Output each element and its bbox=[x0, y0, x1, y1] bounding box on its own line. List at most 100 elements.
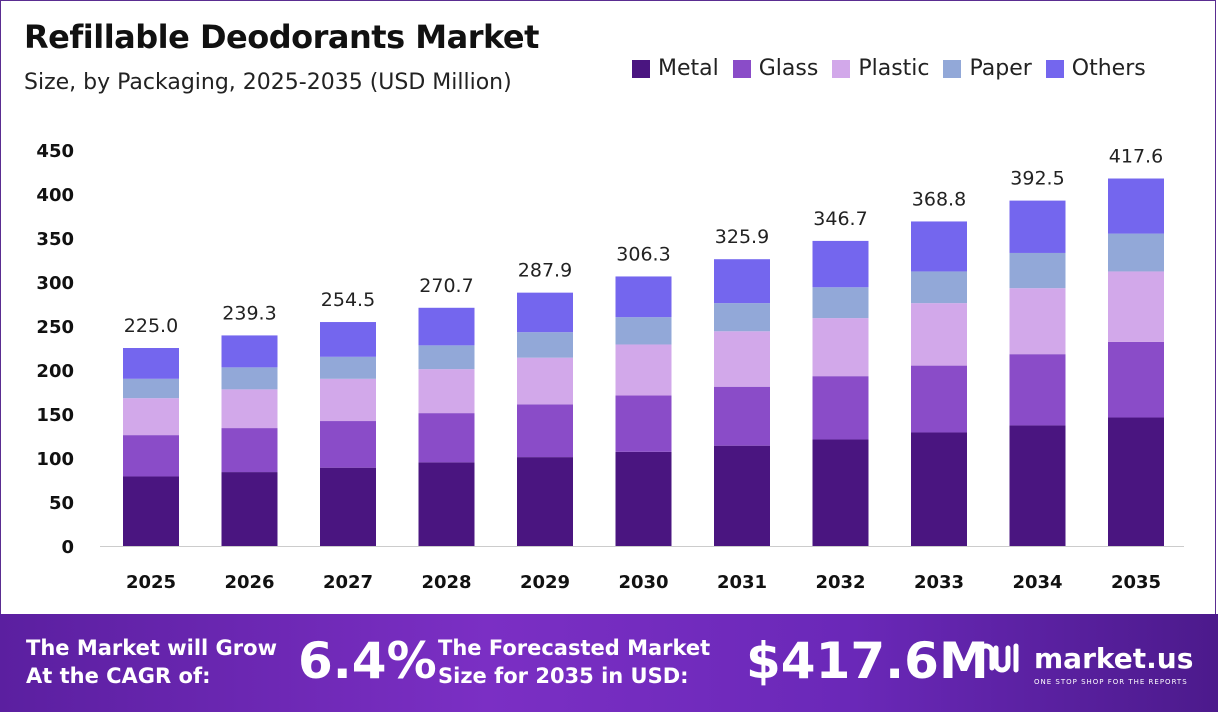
cagr-text: The Market will Grow At the CAGR of: bbox=[26, 636, 277, 688]
bar-segment-glass bbox=[615, 395, 672, 452]
bar-segment-plastic bbox=[615, 344, 672, 396]
x-tick-label: 2033 bbox=[914, 572, 964, 593]
x-tick-label: 2025 bbox=[126, 572, 176, 593]
bar-segment-others bbox=[221, 335, 278, 368]
legend-label-plastic: Plastic bbox=[858, 56, 930, 81]
bar-segment-plastic bbox=[812, 318, 869, 377]
chart-title: Refillable Deodorants Market bbox=[24, 18, 539, 56]
bar-segment-glass bbox=[517, 404, 573, 458]
bar-segment-glass bbox=[418, 413, 475, 463]
brand-name: market.us bbox=[1034, 641, 1194, 675]
bar-total-label: 417.6 bbox=[1109, 146, 1163, 168]
bar-segment-glass bbox=[1108, 341, 1164, 418]
bar-segment-glass bbox=[1009, 354, 1066, 426]
chart-subtitle: Size, by Packaging, 2025-2035 (USD Milli… bbox=[24, 70, 512, 95]
bar-segment-others bbox=[714, 259, 770, 304]
legend-swatch-paper bbox=[943, 59, 962, 78]
bar-segment-plastic bbox=[1009, 288, 1066, 355]
legend-label-glass: Glass bbox=[758, 56, 819, 81]
bar-segment-paper bbox=[1108, 233, 1164, 272]
bar-segment-others bbox=[911, 221, 967, 272]
bar-segment-paper bbox=[320, 356, 376, 379]
x-tick-label: 2031 bbox=[717, 572, 767, 593]
bar-total-label: 346.7 bbox=[813, 208, 867, 230]
legend-swatch-glass bbox=[732, 59, 751, 78]
y-tick-label: 450 bbox=[36, 141, 74, 162]
legend-swatch-others bbox=[1045, 59, 1064, 78]
bar-segment-metal bbox=[123, 476, 179, 546]
y-tick-label: 350 bbox=[36, 229, 74, 250]
legend: Metal Glass Plastic Paper Others bbox=[632, 56, 1146, 81]
legend-label-others: Others bbox=[1071, 56, 1146, 81]
legend-item-glass: Glass bbox=[732, 56, 819, 81]
brand-logo: market.us ONE STOP SHOP FOR THE REPORTS bbox=[976, 638, 1194, 686]
bar-segment-others bbox=[1108, 178, 1164, 234]
bar-segment-metal bbox=[812, 439, 869, 546]
y-tick-label: 400 bbox=[36, 185, 74, 206]
bar-segment-glass bbox=[320, 421, 376, 468]
market-us-logo-icon bbox=[977, 643, 1019, 673]
bar-total-label: 368.8 bbox=[912, 188, 966, 210]
bar-segment-plastic bbox=[911, 303, 967, 366]
x-tick-label: 2035 bbox=[1111, 572, 1161, 593]
bar-segment-plastic bbox=[517, 357, 573, 405]
legend-item-metal: Metal bbox=[632, 56, 719, 81]
y-tick-label: 50 bbox=[49, 493, 74, 514]
x-tick-label: 2029 bbox=[520, 572, 570, 593]
x-tick-label: 2026 bbox=[224, 572, 274, 593]
bar-segment-paper bbox=[221, 367, 278, 390]
bar-total-label: 254.5 bbox=[321, 289, 375, 311]
forecast-text: The Forecasted Market Size for 2035 in U… bbox=[438, 636, 711, 688]
bar-segment-paper bbox=[1009, 252, 1066, 289]
bar-segment-metal bbox=[615, 451, 672, 546]
bar-total-label: 392.5 bbox=[1010, 168, 1064, 190]
bar-segment-metal bbox=[320, 467, 376, 546]
bar-segment-paper bbox=[714, 303, 770, 332]
bar-segment-plastic bbox=[221, 389, 278, 429]
x-tick-label: 2027 bbox=[323, 572, 373, 593]
bar-segment-plastic bbox=[123, 398, 179, 436]
forecast-value: $417.6M bbox=[746, 632, 989, 690]
bar-segment-glass bbox=[123, 435, 179, 477]
bar-segment-others bbox=[812, 240, 869, 288]
bar-total-label: 306.3 bbox=[616, 243, 670, 265]
bar-segment-others bbox=[320, 322, 376, 357]
bar-segment-metal bbox=[221, 472, 278, 546]
y-tick-label: 0 bbox=[61, 537, 74, 558]
y-tick-label: 100 bbox=[36, 449, 74, 470]
bar-segment-paper bbox=[911, 271, 967, 304]
bar-segment-plastic bbox=[320, 378, 376, 422]
bar-segment-paper bbox=[812, 287, 869, 319]
bar-total-label: 225.0 bbox=[124, 315, 178, 337]
y-tick-label: 150 bbox=[36, 405, 74, 426]
legend-item-paper: Paper bbox=[943, 56, 1032, 81]
legend-swatch-metal bbox=[632, 59, 650, 78]
y-tick-label: 300 bbox=[36, 273, 74, 294]
bar-segment-metal bbox=[1009, 425, 1066, 546]
legend-item-others: Others bbox=[1045, 56, 1146, 81]
bar-segment-others bbox=[615, 276, 672, 318]
bar-segment-glass bbox=[911, 365, 967, 433]
bar-segment-plastic bbox=[1108, 271, 1164, 342]
bar-segment-others bbox=[1009, 200, 1066, 253]
x-tick-label: 2034 bbox=[1012, 572, 1062, 593]
bar-segment-metal bbox=[1108, 417, 1164, 546]
bar-segment-metal bbox=[714, 445, 770, 546]
bar-segment-metal bbox=[517, 457, 573, 546]
summary-banner: The Market will Grow At the CAGR of: 6.4… bbox=[0, 614, 1218, 712]
bar-segment-glass bbox=[812, 376, 869, 440]
bar-total-label: 270.7 bbox=[419, 275, 473, 297]
x-tick-label: 2028 bbox=[421, 572, 471, 593]
bar-segment-metal bbox=[418, 462, 475, 546]
bar-segment-others bbox=[123, 348, 179, 379]
brand-tagline: ONE STOP SHOP FOR THE REPORTS bbox=[1034, 678, 1188, 686]
bar-segment-plastic bbox=[714, 331, 770, 387]
legend-swatch-plastic bbox=[832, 59, 851, 78]
bar-total-label: 287.9 bbox=[518, 260, 572, 282]
bar-segment-glass bbox=[714, 386, 770, 446]
x-tick-label: 2032 bbox=[815, 572, 865, 593]
y-tick-label: 200 bbox=[36, 361, 74, 382]
bar-total-label: 239.3 bbox=[222, 302, 276, 324]
legend-item-plastic: Plastic bbox=[832, 56, 929, 81]
cagr-value: 6.4% bbox=[298, 632, 437, 690]
